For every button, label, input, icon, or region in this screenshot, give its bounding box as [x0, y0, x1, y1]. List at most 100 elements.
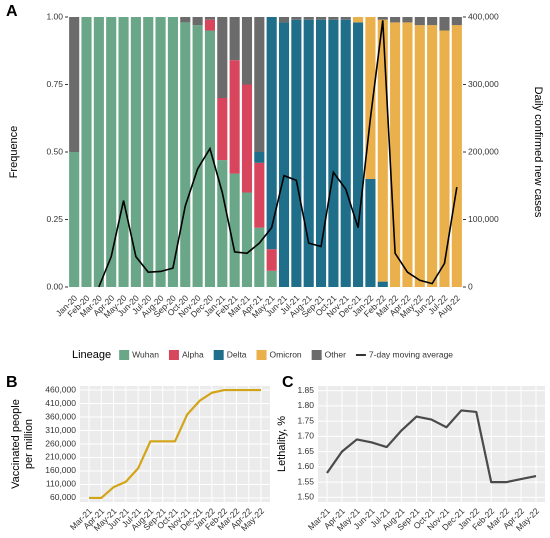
legend-label: Delta — [227, 349, 247, 359]
y2-axis-title: Daily confirmed new cases — [532, 87, 544, 218]
bar-segment — [167, 17, 178, 287]
y-tick-label: 210,000 — [45, 452, 76, 462]
bar-segment — [427, 17, 438, 26]
y-axis-title: per million — [23, 419, 35, 469]
y-tick-label: 410,000 — [45, 398, 76, 408]
bar-segment — [81, 17, 92, 287]
legend-swatch — [256, 350, 267, 360]
legend-swatch — [311, 350, 322, 360]
bar-segment — [192, 25, 203, 287]
y-tick-label: 60,000 — [50, 492, 76, 502]
bar-segment — [229, 173, 240, 287]
legend-label: Alpha — [182, 349, 204, 359]
y-tick-label: 1.00 — [46, 11, 63, 21]
bar-segment — [204, 30, 216, 287]
bar-segment — [118, 17, 129, 287]
bar-segment — [439, 30, 450, 287]
bar-segment — [143, 17, 154, 287]
bar-segment — [180, 22, 191, 288]
bar-segment — [377, 281, 388, 287]
bar-segment — [303, 19, 314, 287]
y-tick-label: 0.25 — [46, 214, 63, 224]
bar-segment — [303, 17, 314, 20]
legend-swatch — [213, 350, 224, 360]
y-axis-title: Lethality, % — [276, 416, 288, 472]
bar-segment — [291, 19, 302, 287]
y-tick-label: 1.85 — [297, 385, 314, 395]
bar-segment — [414, 25, 425, 287]
y-tick-label: 1.65 — [297, 446, 314, 456]
bar-segment — [402, 17, 413, 23]
bar-segment — [315, 19, 327, 287]
bar-segment — [217, 160, 228, 287]
bar-segment — [278, 22, 290, 288]
bar-segment — [106, 17, 117, 287]
bar-segment — [365, 179, 376, 287]
bar-segment — [241, 17, 253, 85]
y-tick-label: 1.60 — [297, 461, 314, 471]
legend-label: Omicron — [270, 349, 302, 359]
y2-tick-label: 200,000 — [468, 146, 499, 156]
y-tick-label: 110,000 — [46, 479, 76, 489]
legend-swatch — [119, 350, 130, 360]
line — [98, 20, 458, 288]
bar-segment — [353, 22, 364, 288]
bar-segment — [254, 227, 265, 287]
bar-segment — [390, 22, 401, 288]
y2-tick-label: 0 — [468, 281, 473, 291]
bar-segment — [328, 19, 339, 287]
bar-segment — [229, 60, 240, 174]
y-tick-label: 1.55 — [297, 476, 314, 486]
bar-segment — [278, 17, 290, 23]
bar-segment — [353, 17, 364, 23]
bar-segment — [192, 17, 203, 26]
bar-segment — [377, 17, 388, 20]
bar-segment — [254, 17, 265, 152]
panel-label: C — [282, 374, 294, 391]
panel-label: B — [6, 374, 18, 391]
bar-segment — [266, 249, 277, 271]
y-tick-label: 1.70 — [297, 431, 314, 441]
y-axis-title: Vaccinated people — [10, 399, 22, 489]
y-tick-label: 1.75 — [297, 415, 314, 425]
bar-segment — [69, 152, 80, 287]
legend-label: 7-day moving average — [369, 349, 453, 359]
y-tick-label: 310,000 — [45, 425, 76, 435]
y-tick-label: 260,000 — [45, 438, 76, 448]
bar-segment — [291, 17, 302, 20]
bar-segment — [340, 19, 351, 287]
y-tick-label: 0.00 — [46, 281, 63, 291]
legend-swatch — [168, 350, 179, 360]
bar-segment — [427, 25, 438, 287]
y-tick-label: 360,000 — [45, 411, 76, 421]
bar-segment — [328, 17, 339, 20]
y2-tick-label: 300,000 — [468, 79, 499, 89]
line — [89, 388, 261, 500]
y-tick-label: 1.80 — [297, 400, 314, 410]
y-tick-label: 0.50 — [46, 146, 63, 156]
line — [326, 409, 537, 484]
bar-segment — [241, 192, 253, 287]
bar-segment — [365, 17, 376, 179]
legend-label: Other — [325, 349, 346, 359]
bar-segment — [229, 17, 240, 61]
bar-segment — [402, 22, 413, 288]
bar-segment — [340, 17, 351, 20]
bar-segment — [414, 17, 425, 26]
y-tick-label: 0.75 — [46, 79, 63, 89]
y-tick-label: 1.50 — [297, 492, 314, 502]
legend-label: Wuhan — [132, 349, 159, 359]
bar-segment — [93, 17, 104, 287]
bar-segment — [204, 19, 216, 31]
bar-segment — [315, 17, 327, 20]
y2-tick-label: 100,000 — [468, 214, 499, 224]
y-axis-title: Frequence — [8, 126, 20, 179]
bar-segment — [266, 17, 277, 250]
bar-segment — [217, 17, 228, 98]
panel-label: A — [6, 3, 18, 20]
y2-tick-label: 400,000 — [468, 11, 499, 21]
bar-segment — [377, 19, 388, 282]
bar-segment — [439, 17, 450, 31]
bar-segment — [451, 25, 462, 287]
